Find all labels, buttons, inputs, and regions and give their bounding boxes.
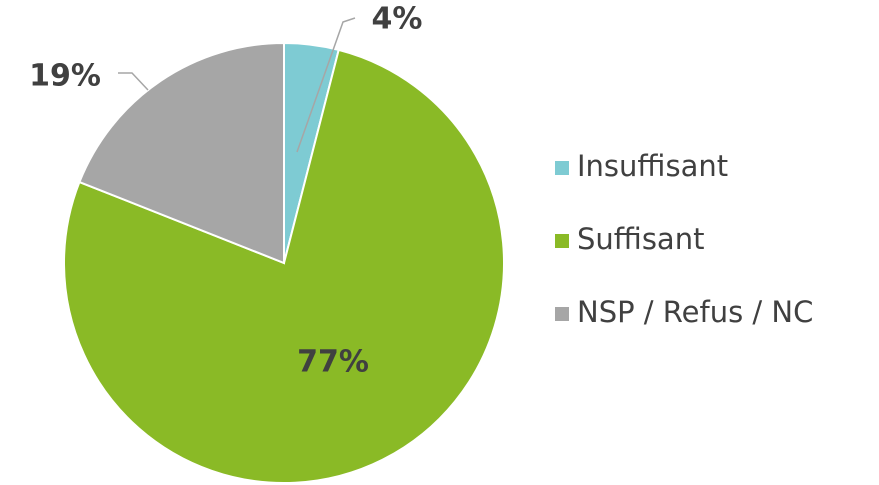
legend-swatch — [555, 234, 569, 248]
data-label: 77% — [297, 345, 369, 380]
pie-slice — [78, 41, 285, 265]
legend-swatch — [555, 161, 569, 175]
legend-label: NSP / Refus / NC — [577, 295, 813, 329]
legend-label: Suffisant — [577, 222, 704, 256]
legend-swatch — [555, 307, 569, 321]
pie-slice — [63, 48, 505, 484]
leader-line — [296, 17, 356, 153]
legend-label: Insuffisant — [577, 149, 728, 183]
leader-line — [118, 72, 149, 91]
data-label: 4% — [372, 2, 423, 37]
data-label: 19% — [29, 59, 101, 94]
